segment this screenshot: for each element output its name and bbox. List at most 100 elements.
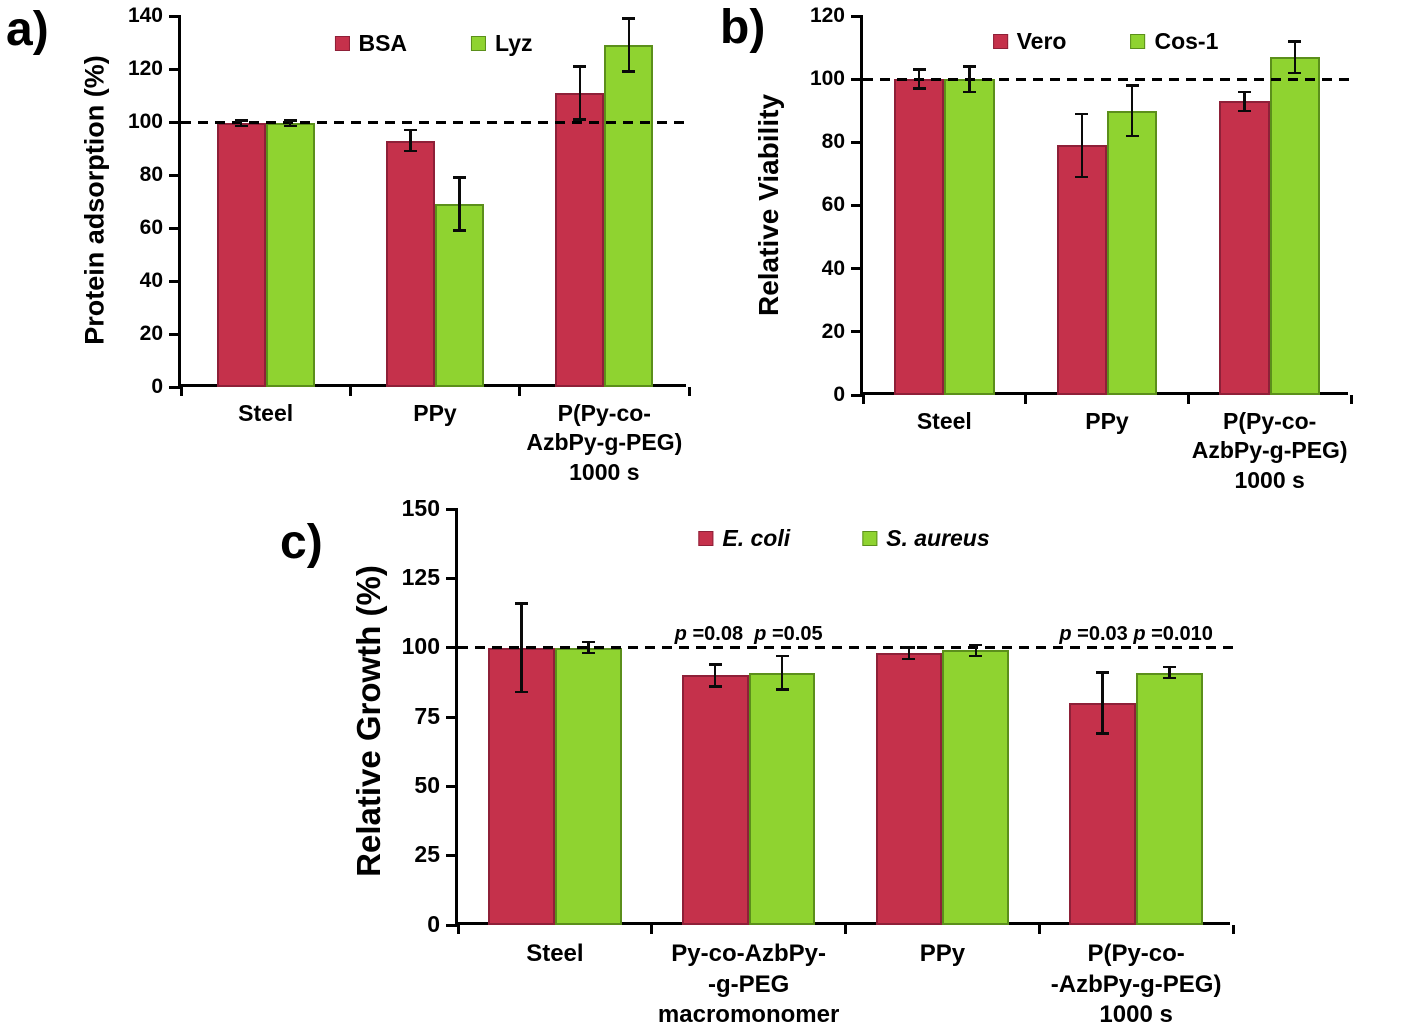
- error-bar: [520, 603, 523, 693]
- y-axis-tick: [851, 14, 863, 18]
- y-axis-tick-label: 140: [127, 3, 163, 27]
- error-bar-cap: [902, 657, 916, 660]
- bar-lyz-0: [265, 123, 315, 387]
- legend-item-lyz: Lyz: [471, 30, 533, 57]
- y-axis-tick-label: 75: [414, 702, 440, 729]
- error-bar-cap: [573, 118, 587, 121]
- legend-item-e-coli: E. coli: [698, 525, 790, 552]
- bar-e-coli-2: [875, 653, 943, 925]
- y-axis-tick-label: 120: [127, 56, 163, 80]
- error-bar-cap: [969, 654, 983, 658]
- error-bar-cap: [514, 602, 528, 605]
- error-bar-cap: [1237, 90, 1251, 94]
- error-bar: [288, 120, 292, 126]
- legend-swatch-bsa: [334, 36, 350, 51]
- error-bar-cap: [963, 65, 977, 68]
- y-axis-tick-label: 80: [821, 130, 845, 154]
- y-axis-tick: [169, 14, 181, 18]
- y-axis-tick: [851, 393, 863, 397]
- error-bar-cap: [234, 119, 248, 122]
- error-bar: [578, 66, 582, 120]
- y-axis-tick-label: 60: [139, 215, 163, 239]
- legend-label-bsa: BSA: [358, 30, 408, 56]
- error-bar-cap: [708, 685, 722, 688]
- bar-cos-1-2: [1269, 57, 1321, 395]
- chart-relative-viability: b) Relative Viability 0 20 40 60 80 100 120 Ste…: [712, 0, 1418, 500]
- panel-label-a: a): [6, 3, 49, 56]
- error-bar-cap: [581, 640, 595, 644]
- bar-s-aureus-3: [1136, 672, 1203, 925]
- x-axis-category-label-p-py-co-azbpy-g-peg-1000-s: P(Py-co- AzbPy-g-PEG) 1000 s: [526, 400, 683, 485]
- error-bar-cap: [1096, 671, 1110, 674]
- legend-label-e-coli: E. coli: [722, 525, 791, 551]
- y-axis-tick-label: 40: [139, 268, 163, 292]
- y-axis-tick-label: 100: [401, 633, 440, 660]
- error-bar: [974, 644, 978, 656]
- p-value-annotation: p =0.08 p =0.05: [674, 622, 823, 645]
- y-axis-tick: [851, 77, 863, 81]
- y-axis-tick: [446, 646, 458, 650]
- x-axis-tick: [179, 387, 183, 396]
- x-axis-category-label-steel: Steel: [526, 940, 584, 967]
- x-axis-category-label-ppy: PPy: [1085, 408, 1129, 434]
- reference-line-100: [863, 77, 1351, 81]
- x-axis-category-label-ppy: PPy: [413, 400, 457, 426]
- y-axis-tick-label: 80: [139, 162, 163, 186]
- x-axis-tick: [518, 387, 522, 396]
- error-bar: [713, 664, 717, 687]
- y-axis-title-relative-viability: Relative Viability: [753, 93, 784, 317]
- reference-line-100: [458, 646, 1233, 650]
- error-bar-cap: [622, 70, 636, 73]
- y-axis-tick-label: 0: [151, 374, 163, 398]
- y-axis-tick-label: 40: [821, 256, 845, 280]
- x-axis-tick: [1231, 925, 1235, 934]
- plot-area-c: 0 25 50 75 100 125 150 Steel Py-co-AzbPy- -g-PEG m…: [402, 495, 1235, 1028]
- error-bar-cap: [403, 128, 417, 132]
- error-bar: [1293, 41, 1297, 73]
- legend-swatch-s-aureus: [862, 531, 878, 546]
- legend-swatch-cos-1: [1130, 34, 1146, 49]
- error-bar: [1101, 672, 1104, 734]
- bar-bsa-0: [216, 123, 266, 387]
- error-bar-cap: [573, 65, 587, 68]
- y-axis-title-protein-adsorption: Protein adsorption (%): [79, 55, 110, 345]
- y-axis-tick: [169, 332, 181, 336]
- error-bar-cap: [902, 646, 916, 649]
- x-axis-tick: [1349, 395, 1353, 404]
- error-bar-cap: [775, 654, 789, 658]
- x-axis-tick: [348, 387, 352, 396]
- error-bar-cap: [969, 643, 983, 647]
- error-bar-cap: [1096, 732, 1110, 735]
- x-axis-tick: [1186, 395, 1190, 404]
- bar-e-coli-3: [1069, 703, 1137, 925]
- error-bar-cap: [1237, 109, 1251, 112]
- x-axis-category-label-steel: Steel: [916, 408, 972, 434]
- x-axis-category-label-p-py-co-azbpy-g-peg-1000-s: P(Py-co- -AzbPy-g-PEG) 1000 s: [1050, 940, 1222, 1029]
- chart-protein-adsorption: a) Protein adsorption (%) 0 20 40 60 80 100 12…: [2, 2, 704, 494]
- error-bar: [968, 66, 971, 92]
- error-bar-cap: [1075, 175, 1089, 179]
- error-bar-cap: [581, 651, 595, 655]
- error-bar-cap: [403, 149, 417, 153]
- error-bar-cap: [453, 229, 467, 232]
- error-bar-cap: [283, 124, 297, 128]
- error-bar: [780, 655, 784, 690]
- error-bar: [1080, 113, 1084, 178]
- y-axis-tick: [446, 784, 458, 788]
- error-bar: [409, 129, 412, 152]
- chart-relative-growth: c) Relative Growth (%) 0 25 50 75 100 125 150 S…: [268, 495, 1278, 1030]
- x-axis-tick: [1024, 395, 1028, 404]
- y-axis-tick: [169, 226, 181, 230]
- y-axis-tick: [851, 140, 863, 144]
- error-bar: [917, 69, 921, 89]
- legend-item-bsa: BSA: [334, 30, 407, 57]
- y-axis-tick: [169, 279, 181, 283]
- error-bar: [1168, 667, 1171, 679]
- bar-vero-1: [1056, 145, 1107, 395]
- error-bar-cap: [622, 17, 636, 20]
- legend-item-s-aureus: S. aureus: [862, 525, 990, 552]
- bar-cos-1-1: [1107, 110, 1158, 395]
- y-axis-tick-label: 25: [414, 841, 440, 868]
- panel-label-c: c): [280, 516, 323, 569]
- error-bar-cap: [234, 124, 248, 128]
